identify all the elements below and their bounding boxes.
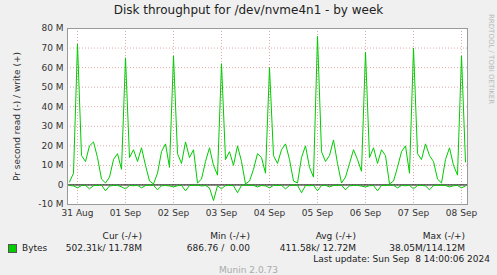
svg-text:50 M: 50 M: [41, 82, 63, 92]
html-text:38.05M/114.12M: 38.05M/114.12M: [389, 243, 465, 253]
svg-text:30 M: 30 M: [41, 121, 63, 131]
html-text:Min (-/+): Min (-/+): [210, 231, 250, 241]
html-text:Max (-/+): Max (-/+): [422, 231, 465, 241]
svg-text:10 M: 10 M: [41, 160, 63, 170]
html-text:Cur (-/+): Cur (-/+): [102, 231, 142, 241]
html-text:Avg (-/+): Avg (-/+): [315, 231, 356, 241]
svg-text:06 Sep: 06 Sep: [350, 208, 382, 218]
svg-text:01 Sep: 01 Sep: [110, 208, 142, 218]
svg-text:-10 M: -10 M: [38, 199, 63, 209]
html-text:Bytes: Bytes: [22, 243, 48, 253]
svg-text:60 M: 60 M: [41, 62, 63, 72]
svg-text:02 Sep: 02 Sep: [158, 208, 190, 218]
html-text:Last update: Sun Sep 8 14:00:0: Last update: Sun Sep 8 14:00:06 2024: [313, 254, 490, 264]
svg-text:0: 0: [58, 180, 64, 190]
svg-text:80 M: 80 M: [41, 23, 63, 33]
svg-text:07 Sep: 07 Sep: [398, 208, 430, 218]
svg-text:08 Sep: 08 Sep: [446, 208, 478, 218]
svg-text:03 Sep: 03 Sep: [206, 208, 238, 218]
html-text:Disk throughput for /dev/nvme4: Disk throughput for /dev/nvme4n1 - by we…: [113, 3, 384, 17]
html-text:502.31k/ 11.78M: 502.31k/ 11.78M: [65, 243, 142, 253]
svg-text:05 Sep: 05 Sep: [302, 208, 334, 218]
html-text:RRDTOOL / TOBI OETIKER: RRDTOOL / TOBI OETIKER: [487, 14, 495, 105]
svg-text:31 Aug: 31 Aug: [62, 208, 94, 218]
svg-text:40 M: 40 M: [41, 102, 63, 112]
svg-text:04 Sep: 04 Sep: [254, 208, 286, 218]
html-text:411.58k/ 12.72M: 411.58k/ 12.72M: [279, 243, 356, 253]
svg-text:70 M: 70 M: [41, 43, 63, 53]
html-text:686.76 / 0.00: 686.76 / 0.00: [186, 243, 250, 253]
svg-text:20 M: 20 M: [41, 141, 63, 151]
svg-text:Pr second read (-) / write (+): Pr second read (-) / write (+): [12, 52, 22, 181]
html-text:Munin 2.0.73: Munin 2.0.73: [219, 265, 278, 275]
